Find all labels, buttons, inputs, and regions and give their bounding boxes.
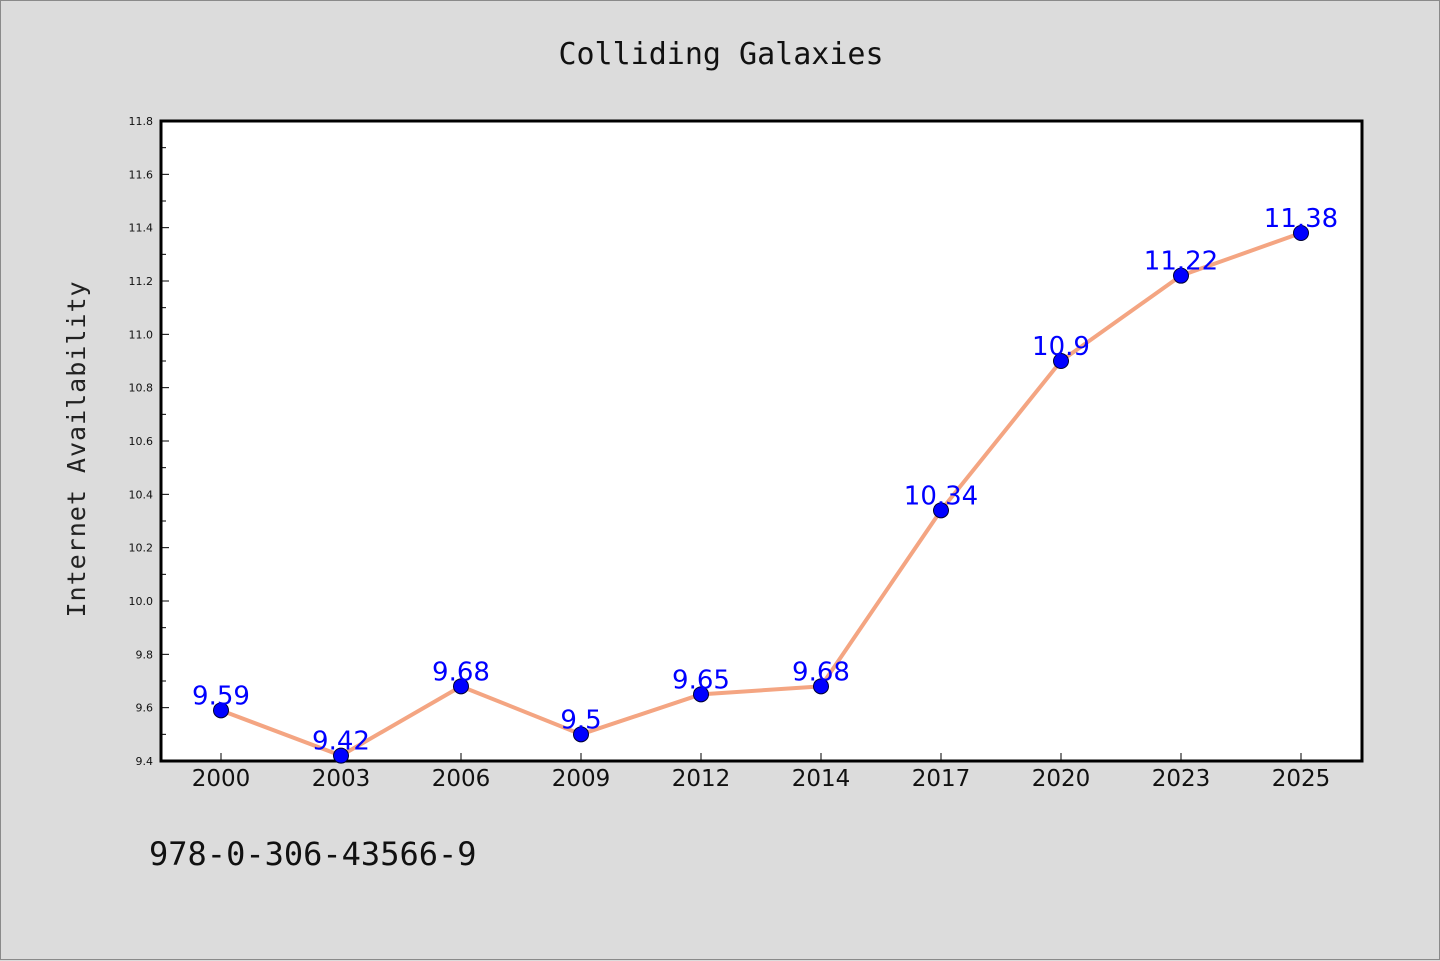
data-label: 9.5 bbox=[560, 705, 601, 735]
plot-area bbox=[159, 119, 1364, 763]
data-point bbox=[333, 747, 349, 764]
data-point bbox=[453, 678, 469, 695]
x-tick-label: 2020 bbox=[1032, 766, 1091, 792]
y-tick-label: 10.4 bbox=[129, 488, 154, 501]
x-tick-label: 2014 bbox=[792, 766, 851, 792]
data-point bbox=[1293, 225, 1309, 241]
data-label: 9.68 bbox=[432, 657, 490, 687]
data-label: 11.38 bbox=[1264, 204, 1338, 234]
data-point bbox=[1053, 353, 1069, 369]
data-point bbox=[573, 726, 589, 743]
x-tick-label: 2017 bbox=[912, 766, 971, 792]
y-tick-label: 11.2 bbox=[129, 275, 154, 288]
x-axis: 2000 2003 2006 2009 2012 2014 2017 2020 2023 2025 bbox=[192, 753, 1331, 792]
y-tick-label: 11.4 bbox=[129, 222, 154, 235]
data-label: 9.68 bbox=[792, 657, 850, 687]
x-tick-label: 2023 bbox=[1152, 766, 1211, 792]
y-tick-label: 11.8 bbox=[129, 115, 154, 128]
y-tick-label: 9.6 bbox=[136, 702, 154, 715]
series-layer bbox=[213, 225, 1309, 764]
data-point bbox=[933, 502, 949, 519]
data-label: 9.65 bbox=[672, 665, 730, 695]
x-tick-label: 2025 bbox=[1272, 766, 1331, 792]
data-label: 11.22 bbox=[1144, 247, 1218, 277]
chart-title: Colliding Galaxies bbox=[558, 37, 883, 72]
x-tick-label: 2000 bbox=[192, 766, 251, 792]
data-labels: 9.59 9.42 9.68 9.5 9.65 9.68 10.34 10.9 11.22 11.… bbox=[192, 204, 1338, 757]
data-point bbox=[813, 678, 829, 695]
data-label: 9.42 bbox=[312, 727, 370, 757]
y-tick-label: 10.8 bbox=[129, 382, 154, 395]
data-label: 10.9 bbox=[1032, 332, 1090, 362]
x-tick-label: 2012 bbox=[672, 766, 731, 792]
y-tick-label: 11.6 bbox=[129, 168, 154, 181]
y-tick-label: 10.0 bbox=[129, 595, 154, 608]
y-tick-label: 10.6 bbox=[129, 435, 154, 448]
y-tick-label: 9.4 bbox=[136, 755, 154, 768]
data-label: 10.34 bbox=[904, 481, 978, 511]
x-tick-label: 2006 bbox=[432, 766, 491, 792]
x-tick-label: 2003 bbox=[312, 766, 371, 792]
y-axis: 9.4 9.6 9.8 10.0 10.2 10.4 10.6 10.8 11.0 11.2 11.… bbox=[129, 115, 169, 768]
y-tick-label: 10.2 bbox=[129, 542, 154, 555]
footer-isbn: 978-0-306-43566-9 bbox=[149, 835, 477, 873]
data-point bbox=[213, 702, 229, 719]
y-tick-label: 9.8 bbox=[136, 648, 154, 661]
data-label: 9.59 bbox=[192, 681, 250, 711]
data-point bbox=[693, 686, 709, 703]
x-tick-label: 2009 bbox=[552, 766, 611, 792]
y-tick-label: 11.0 bbox=[129, 328, 154, 341]
y-axis-label: Internet Availability bbox=[62, 280, 91, 617]
data-point bbox=[1173, 267, 1189, 284]
series-line bbox=[220, 231, 1302, 758]
